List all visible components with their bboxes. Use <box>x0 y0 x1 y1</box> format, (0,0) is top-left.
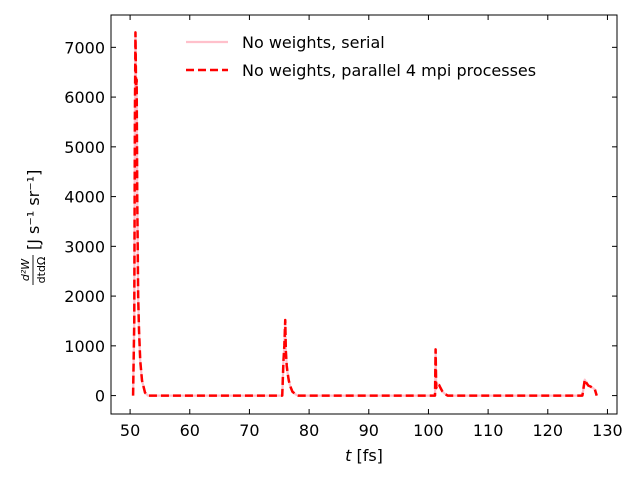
x-tick-label: 50 <box>120 421 140 440</box>
y-tick-label: 7000 <box>64 38 105 57</box>
series-line-parallel <box>131 31 598 397</box>
y-tick-label: 6000 <box>64 88 105 107</box>
x-axis-label: t [fs] <box>345 446 383 465</box>
plot-lines <box>131 31 598 397</box>
y-axis-ticks: 0 1000 2000 3000 4000 5000 6000 7000 <box>64 38 617 406</box>
legend-label-serial: No weights, serial <box>242 33 385 52</box>
y-tick-label: 5000 <box>64 138 105 157</box>
x-axis-label-variable: t <box>345 446 352 465</box>
y-axis-label: d²W dtdΩ [J s⁻¹ sr⁻¹] <box>19 170 48 285</box>
y-tick-label: 0 <box>95 387 105 406</box>
x-tick-label: 110 <box>473 421 504 440</box>
x-tick-label: 90 <box>359 421 379 440</box>
plot-frame <box>110 14 618 415</box>
x-axis-label-unit: [fs] <box>351 446 383 465</box>
y-axis-label-denominator: dtdΩ <box>35 257 48 284</box>
y-axis-label-numerator: d²W <box>19 258 32 281</box>
x-tick-label: 130 <box>592 421 623 440</box>
legend-label-parallel: No weights, parallel 4 mpi processes <box>242 61 536 80</box>
y-axis-label-unit: [J s⁻¹ sr⁻¹] <box>24 170 43 250</box>
x-tick-label: 60 <box>180 421 200 440</box>
y-tick-label: 3000 <box>64 237 105 256</box>
legend: No weights, serial No weights, parallel … <box>186 33 536 80</box>
x-tick-label: 120 <box>533 421 564 440</box>
x-axis-ticks: 50 60 70 80 90 100 110 120 130 <box>120 15 623 440</box>
x-tick-label: 80 <box>299 421 319 440</box>
x-tick-label: 70 <box>239 421 259 440</box>
x-tick-label: 100 <box>413 421 444 440</box>
y-tick-label: 4000 <box>64 188 105 207</box>
y-tick-label: 2000 <box>64 287 105 306</box>
y-tick-label: 1000 <box>64 337 105 356</box>
